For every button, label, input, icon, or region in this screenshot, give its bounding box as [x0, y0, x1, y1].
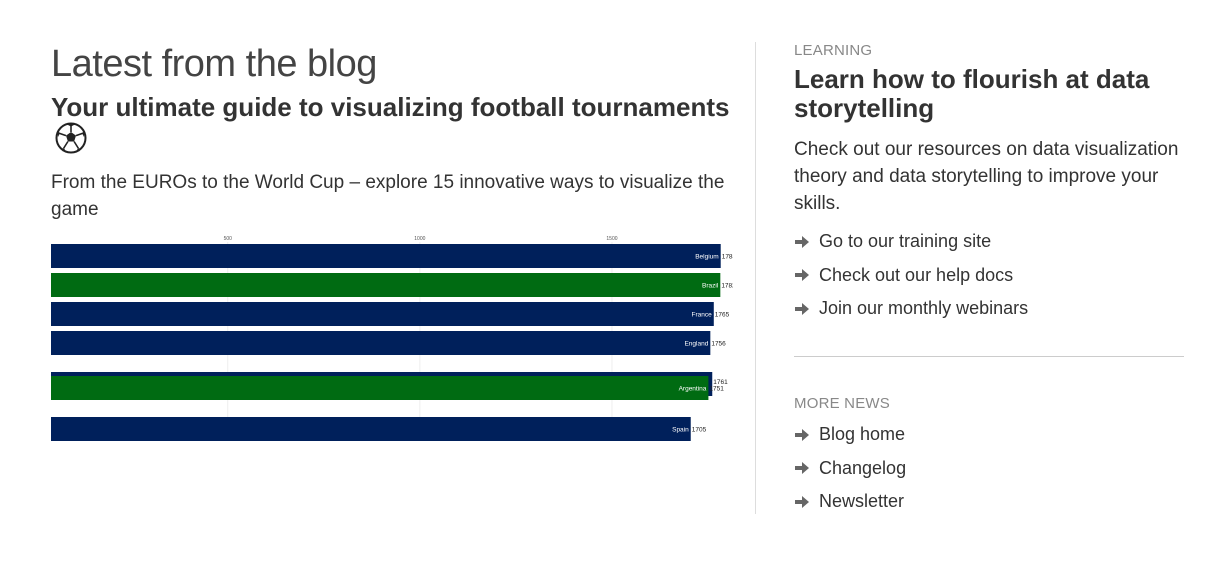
- x-tick-label: 500: [224, 236, 233, 242]
- training-site-link[interactable]: Go to our training site: [794, 225, 1186, 259]
- changelog-label: Changelog: [819, 457, 907, 478]
- help-docs-label: Check out our help docs: [819, 264, 1014, 285]
- post-description: From the EUROs to the World Cup – explor…: [51, 172, 725, 220]
- bar-value-label: 1751: [709, 386, 724, 393]
- bar-category-label: Brazil: [702, 283, 719, 290]
- x-tick-label: 1500: [606, 236, 617, 242]
- help-docs-link[interactable]: Check out our help docs: [794, 259, 1186, 293]
- bar-value-label: 1705: [692, 427, 707, 434]
- bar-category-label: Spain: [672, 427, 689, 434]
- bar-value-label: 1756: [711, 341, 726, 348]
- blog-home-link[interactable]: Blog home: [794, 418, 1186, 452]
- x-tick-label: 1000: [414, 236, 425, 242]
- section-title: Latest from the blog: [51, 43, 377, 85]
- arrow-right-icon: [795, 495, 809, 508]
- football-icon: [55, 122, 87, 154]
- arrow-right-icon: [795, 462, 809, 475]
- section-divider: [794, 356, 1184, 357]
- bar-chart-svg: 500 1000 1500 1761 Belgium 1783 Brazil1782 Fran…: [51, 236, 733, 441]
- newsletter-label: Newsletter: [819, 491, 905, 512]
- bar-value-label-overlap: 1761: [713, 379, 728, 386]
- more-news-section: MORE NEWS Blog home Changelog Newsletter: [794, 395, 1186, 519]
- bar-value-label: 1782: [721, 283, 733, 290]
- bar-category-label: Belgium: [695, 254, 718, 261]
- learning-links: Go to our training site Check out our he…: [794, 225, 1186, 326]
- bar-value-label: 1765: [715, 312, 730, 319]
- post-title-link[interactable]: Your ultimate guide to visualizing footb…: [51, 92, 741, 154]
- newsletter-link[interactable]: Newsletter: [794, 485, 1186, 519]
- training-site-label: Go to our training site: [819, 231, 992, 252]
- arrow-right-icon: [795, 235, 809, 248]
- bar: [51, 376, 709, 400]
- bar-category-label: England: [684, 341, 708, 348]
- arrow-right-icon: [795, 269, 809, 282]
- bar-category-label: Argentina: [679, 386, 707, 393]
- more-news-links: Blog home Changelog Newsletter: [794, 418, 1186, 519]
- bar-category-label: France: [692, 312, 713, 319]
- blog-section: Latest from the blog Your ultimate guide…: [51, 42, 741, 223]
- bar: [51, 244, 721, 268]
- learning-description: Check out our resources on data visualiz…: [794, 139, 1179, 214]
- blog-home-label: Blog home: [819, 424, 906, 445]
- changelog-link[interactable]: Changelog: [794, 452, 1186, 486]
- bar: [51, 331, 711, 355]
- learning-eyebrow: LEARNING: [794, 42, 873, 59]
- arrow-right-icon: [795, 428, 809, 441]
- arrow-right-icon: [795, 302, 809, 315]
- bar-chart-preview[interactable]: 500 1000 1500 1761 Belgium 1783 Brazil1782 Fran…: [51, 232, 733, 447]
- post-title-text: Your ultimate guide to visualizing footb…: [51, 92, 730, 122]
- learning-section: LEARNING Learn how to flourish at data s…: [794, 42, 1186, 326]
- column-divider: [755, 42, 756, 514]
- bar-value-label: 1783: [722, 254, 733, 261]
- webinars-link[interactable]: Join our monthly webinars: [794, 292, 1186, 326]
- bar: [51, 302, 714, 326]
- webinars-label: Join our monthly webinars: [819, 298, 1029, 319]
- bar: [51, 273, 721, 297]
- learning-title: Learn how to flourish at data storytelli…: [794, 64, 1150, 123]
- bar: [51, 417, 691, 441]
- more-news-eyebrow: MORE NEWS: [794, 395, 890, 412]
